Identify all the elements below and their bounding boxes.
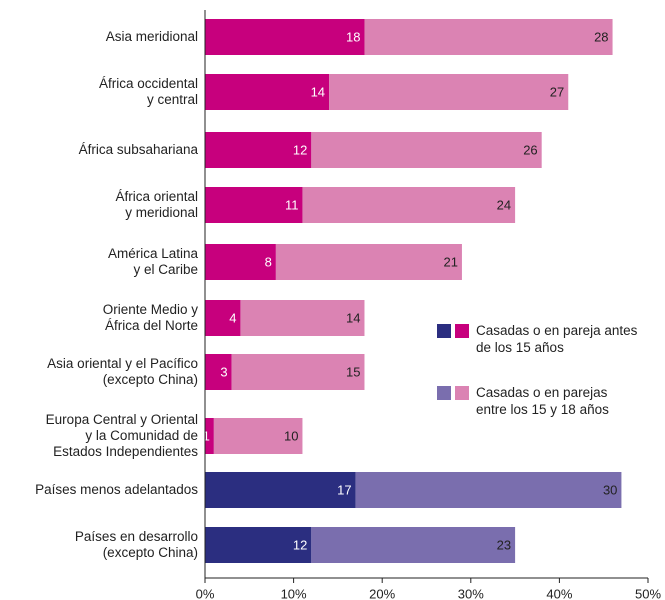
bar-segment xyxy=(311,527,516,563)
x-tick-label: 0% xyxy=(196,586,215,600)
data-label: 10 xyxy=(284,428,298,443)
data-label: 15 xyxy=(346,364,360,379)
bar-segment xyxy=(329,74,569,110)
category-label: Países menos adelantados xyxy=(35,482,198,497)
data-label: 17 xyxy=(337,482,351,497)
bar-segment xyxy=(213,418,303,454)
x-tick-label: 20% xyxy=(369,586,395,600)
data-label: 21 xyxy=(443,254,457,269)
legend-label: Casadas o en pareja antes de los 15 años xyxy=(476,323,638,355)
bar-segment xyxy=(231,354,365,390)
data-label: 12 xyxy=(293,142,307,157)
bar-segment xyxy=(311,132,542,168)
data-label: 26 xyxy=(523,142,537,157)
bar-segment xyxy=(205,527,312,563)
data-label: 1 xyxy=(203,428,210,443)
bar-segment xyxy=(205,244,276,280)
bar-segment xyxy=(205,132,312,168)
legend-swatch xyxy=(437,386,451,400)
data-label: 8 xyxy=(265,254,272,269)
data-label: 18 xyxy=(346,29,360,44)
x-tick-label: 10% xyxy=(281,586,307,600)
bar-segment xyxy=(240,300,365,336)
bar-segment xyxy=(205,19,365,55)
category-label: África oriental y meridional xyxy=(115,189,198,220)
data-label: 14 xyxy=(346,310,360,325)
category-label: Países en desarrollo (excepto China) xyxy=(74,529,198,560)
data-label: 28 xyxy=(594,29,608,44)
x-tick-label: 30% xyxy=(458,586,484,600)
bar-segment xyxy=(205,472,356,508)
data-label: 30 xyxy=(603,482,617,497)
category-label: África occidental y central xyxy=(98,76,198,107)
bar-segment xyxy=(355,472,622,508)
data-label: 3 xyxy=(220,364,227,379)
data-label: 27 xyxy=(550,84,564,99)
category-label: África subsahariana xyxy=(78,142,198,157)
data-label: 12 xyxy=(293,537,307,552)
data-label: 11 xyxy=(285,197,299,212)
legend-swatch xyxy=(455,386,469,400)
data-label: 23 xyxy=(497,537,511,552)
category-label: Asia meridional xyxy=(105,29,198,44)
category-label: América Latina y el Caribe xyxy=(107,246,198,277)
data-label: 4 xyxy=(229,310,236,325)
category-label: Europa Central y Oriental y la Comunidad… xyxy=(45,412,198,459)
x-tick-label: 40% xyxy=(546,586,572,600)
bar-segment xyxy=(205,418,214,454)
bar-segment xyxy=(302,187,516,223)
legend-label: Casadas o en parejas entre los 15 y 18 a… xyxy=(476,385,609,417)
data-label: 24 xyxy=(497,197,511,212)
bar-segment xyxy=(205,300,241,336)
bar-segment xyxy=(205,187,303,223)
category-label: Oriente Medio y África del Norte xyxy=(102,302,198,333)
legend-swatch xyxy=(437,324,451,338)
bar-segment xyxy=(205,354,232,390)
category-label: Asia oriental y el Pacífico (excepto Chi… xyxy=(47,356,198,387)
legend-swatch xyxy=(455,324,469,338)
x-tick-label: 50% xyxy=(635,586,661,600)
bar-segment xyxy=(364,19,613,55)
bar-segment xyxy=(205,74,330,110)
data-label: 14 xyxy=(311,84,325,99)
bar-segment xyxy=(275,244,462,280)
